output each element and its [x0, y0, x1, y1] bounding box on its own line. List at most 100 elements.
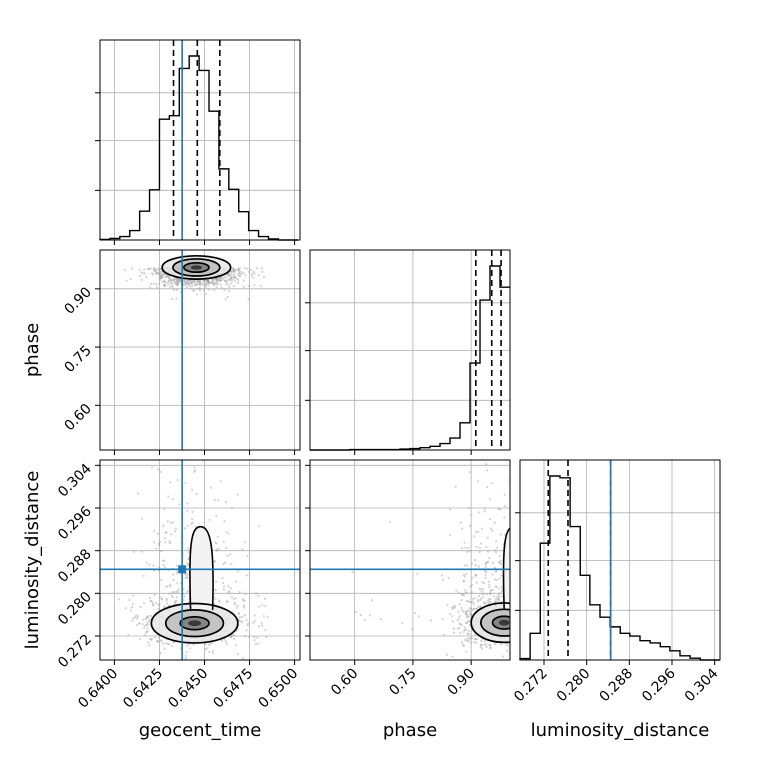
scatter-point — [229, 636, 232, 639]
scatter-point — [242, 597, 245, 600]
scatter-point — [185, 574, 188, 577]
scatter-point — [140, 550, 144, 553]
scatter-point — [159, 470, 162, 473]
scatter-point — [494, 549, 497, 552]
scatter-point — [470, 583, 474, 587]
scatter-point — [516, 611, 518, 613]
scatter-point — [493, 578, 497, 581]
scatter-point — [217, 499, 220, 502]
scatter-point — [207, 281, 210, 284]
scatter-point — [237, 279, 240, 282]
scatter-point — [140, 517, 144, 520]
scatter-point — [199, 283, 202, 286]
x-tick-label: 0.90 — [445, 666, 478, 699]
scatter-point — [222, 562, 225, 565]
scatter-point — [215, 285, 218, 289]
scatter-point — [186, 572, 189, 576]
scatter-point — [462, 580, 465, 583]
scatter-point — [223, 279, 226, 282]
scatter-point — [261, 267, 264, 270]
scatter-point — [205, 283, 208, 287]
scatter-point — [221, 277, 225, 280]
scatter-point — [237, 268, 240, 271]
scatter-point — [510, 641, 512, 643]
scatter-point — [261, 624, 264, 627]
scatter-point — [214, 598, 217, 601]
scatter-point — [237, 267, 240, 271]
scatter-point — [230, 635, 233, 638]
scatter-point — [156, 640, 160, 643]
x-tick-label: 0.280 — [554, 666, 594, 706]
scatter-point — [216, 277, 219, 280]
scatter-point — [238, 274, 241, 277]
scatter-point — [517, 573, 519, 575]
scatter-point — [233, 269, 236, 272]
scatter-point — [511, 616, 513, 618]
scatter-point — [449, 533, 452, 537]
scatter-point — [485, 643, 488, 646]
scatter-point — [218, 276, 221, 280]
scatter-point — [230, 278, 233, 282]
scatter-point — [225, 283, 228, 286]
scatter-point — [481, 638, 484, 641]
scatter-point — [255, 267, 258, 270]
scatter-point — [213, 283, 216, 287]
scatter-point — [163, 559, 166, 562]
scatter-point — [253, 283, 256, 287]
scatter-point — [459, 521, 462, 524]
scatter-point — [515, 612, 517, 614]
scatter-point — [482, 592, 486, 596]
scatter-point — [171, 284, 174, 288]
scatter-point — [210, 641, 213, 645]
scatter-point — [468, 607, 471, 610]
scatter-point — [151, 273, 154, 276]
scatter-point — [513, 640, 515, 642]
scatter-point — [489, 601, 492, 604]
scatter-point — [486, 599, 489, 602]
scatter-point — [260, 622, 263, 625]
scatter-point — [464, 621, 468, 625]
scatter-point — [253, 272, 256, 275]
scatter-point — [466, 599, 470, 603]
scatter-point — [256, 636, 259, 639]
scatter-point — [493, 566, 497, 569]
scatter-point — [468, 471, 471, 474]
scatter-point — [226, 591, 229, 594]
panel-content — [100, 460, 300, 660]
scatter-point — [191, 518, 194, 521]
scatter-point — [253, 619, 256, 623]
scatter-point — [220, 286, 223, 289]
scatter-point — [235, 606, 238, 609]
scatter-point — [131, 619, 134, 622]
scatter-point — [483, 643, 486, 646]
scatter-point — [208, 651, 211, 654]
scatter-point — [511, 582, 513, 584]
scatter-point — [138, 274, 142, 277]
scatter-point — [233, 271, 236, 274]
scatter-point — [175, 599, 178, 602]
scatter-point — [222, 582, 225, 585]
scatter-point — [233, 277, 236, 280]
scatter-point — [401, 621, 404, 625]
scatter-point — [163, 605, 166, 608]
scatter-point — [483, 602, 486, 605]
scatter-point — [459, 623, 462, 626]
hist-background — [100, 40, 300, 240]
scatter-point — [124, 606, 127, 610]
scatter-point — [510, 613, 512, 615]
scatter-point — [465, 613, 468, 616]
scatter-point — [474, 573, 477, 577]
scatter-point — [453, 606, 456, 609]
scatter-point — [227, 585, 230, 588]
scatter-point — [241, 657, 245, 660]
scatter-point — [441, 617, 444, 621]
scatter-point — [464, 612, 467, 615]
scatter-point — [475, 545, 478, 549]
scatter-point — [190, 282, 193, 285]
scatter-point — [174, 277, 178, 280]
scatter-point — [166, 274, 169, 277]
scatter-point — [218, 279, 221, 282]
scatter-point — [359, 613, 362, 617]
scatter-point — [461, 643, 464, 646]
scatter-point — [171, 498, 174, 501]
